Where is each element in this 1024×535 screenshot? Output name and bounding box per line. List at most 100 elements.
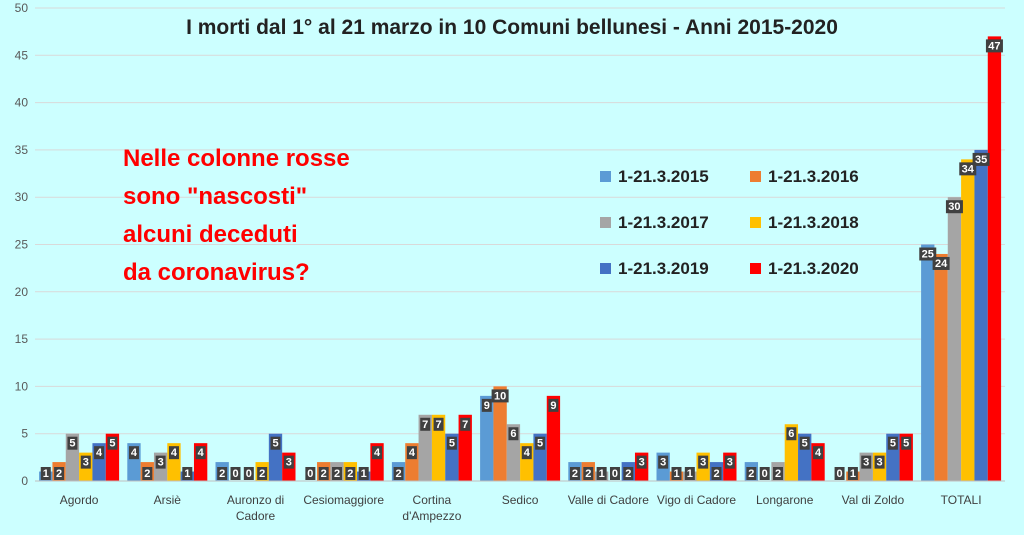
data-label-box xyxy=(243,467,254,480)
data-label-auronzo-di-cadore-1-21-3-2017: 0 xyxy=(246,468,252,480)
y-axis-ticks: 0 5 10 15 20 25 30 35 40 45 50 xyxy=(15,1,29,488)
data-label-box xyxy=(698,455,709,469)
bar-sedico-1-21-3-2020 xyxy=(546,395,561,481)
data-label-cortina-d-ampezzo-1-21-3-2018: 7 xyxy=(436,419,442,431)
data-label-box xyxy=(270,436,281,450)
data-label-box xyxy=(583,467,594,480)
data-label-valle-di-cadore-1-21-3-2018: 0 xyxy=(612,468,618,480)
legend-swatch-1-21-3-2016 xyxy=(750,171,761,182)
category-label-cortina-d-ampezzo: Cortina d'Ampezzo xyxy=(402,493,461,523)
data-label-box xyxy=(746,467,757,480)
data-label-box xyxy=(786,427,797,441)
data-label-box xyxy=(54,467,65,480)
data-label-cesiomaggiore-1-21-3-2020: 4 xyxy=(374,447,381,459)
legend-label-1-21-3-2020: 1-21.3.2020 xyxy=(768,259,859,278)
data-label-auronzo-di-cadore-1-21-3-2019: 5 xyxy=(272,438,278,450)
category-label-totali: TOTALI xyxy=(941,493,982,507)
legend-label-1-21-3-2016: 1-21.3.2016 xyxy=(768,167,859,186)
data-label-box xyxy=(813,446,824,460)
legend-swatch-1-21-3-2019 xyxy=(600,263,611,274)
data-label-box xyxy=(847,467,858,480)
data-label-box xyxy=(684,467,695,480)
data-label-arsie-1-21-3-2015: 4 xyxy=(131,447,138,459)
annotation-line: sono "nascosti" xyxy=(123,183,307,210)
data-label-box xyxy=(596,467,607,480)
data-label-box xyxy=(332,467,343,480)
data-label-valle-di-cadore-1-21-3-2019: 2 xyxy=(625,468,631,480)
data-label-cortina-d-ampezzo-1-21-3-2015: 2 xyxy=(396,468,402,480)
data-label-agordo-1-21-3-2020: 5 xyxy=(109,438,115,450)
data-label-box xyxy=(834,467,845,480)
category-label-longarone: Longarone xyxy=(756,493,814,507)
category-label-vigo-di-cadore: Vigo di Cadore xyxy=(657,493,736,507)
data-label-box xyxy=(128,446,139,460)
bar-totali-1-21-3-2019 xyxy=(974,149,988,481)
data-label-arsie-1-21-3-2017: 3 xyxy=(158,457,164,469)
chart-title: I morti dal 1° al 21 marzo in 10 Comuni … xyxy=(186,16,838,39)
y-tick-label: 50 xyxy=(15,1,29,15)
data-label-cortina-d-ampezzo-1-21-3-2017: 7 xyxy=(422,419,428,431)
data-label-box xyxy=(372,446,383,460)
data-label-box xyxy=(521,446,532,460)
category-label-arsie: Arsiè xyxy=(154,493,182,507)
data-label-box xyxy=(569,467,580,480)
data-label-auronzo-di-cadore-1-21-3-2016: 0 xyxy=(232,468,238,480)
data-label-longarone-1-21-3-2020: 4 xyxy=(815,447,822,459)
bar-cortina-d-ampezzo-1-21-3-2020 xyxy=(458,414,472,481)
data-label-box xyxy=(283,455,294,469)
data-label-box xyxy=(623,467,634,480)
category-label-auronzo-di-cadore: Auronzo di Cadore xyxy=(227,493,284,523)
y-tick-label: 45 xyxy=(15,48,29,62)
legend-swatch-1-21-3-2017 xyxy=(600,217,611,228)
y-tick-label: 40 xyxy=(15,96,29,110)
data-label-vigo-di-cadore-1-21-3-2020: 3 xyxy=(727,457,733,469)
data-label-box xyxy=(959,162,977,176)
data-label-box xyxy=(548,398,559,412)
legend-label-1-21-3-2019: 1-21.3.2019 xyxy=(618,259,709,278)
data-label-longarone-1-21-3-2015: 2 xyxy=(748,468,754,480)
data-label-arsie-1-21-3-2016: 2 xyxy=(144,468,150,480)
data-label-box xyxy=(230,467,241,480)
data-label-box xyxy=(358,467,369,480)
data-label-box xyxy=(724,455,735,469)
data-label-box xyxy=(972,152,990,166)
y-tick-label: 20 xyxy=(15,285,29,299)
bar-cortina-d-ampezzo-1-21-3-2018 xyxy=(431,414,446,481)
data-label-val-di-zoldo-1-21-3-2018: 3 xyxy=(877,457,883,469)
data-label-cesiomaggiore-1-21-3-2019: 1 xyxy=(361,468,367,480)
data-label-val-di-zoldo-1-21-3-2015: 0 xyxy=(837,468,843,480)
data-label-box xyxy=(345,467,356,480)
data-label-box xyxy=(80,455,91,469)
y-tick-label: 30 xyxy=(15,190,29,204)
category-label-cesiomaggiore: Cesiomaggiore xyxy=(303,493,384,507)
data-label-totali-1-21-3-2016: 24 xyxy=(935,258,948,270)
legend: 1-21.3.2015 1-21.3.2016 1-21.3.2017 1-21.3.… xyxy=(600,167,859,278)
data-label-box xyxy=(508,427,519,441)
data-label-sedico-1-21-3-2019: 5 xyxy=(537,438,543,450)
data-label-box xyxy=(535,436,546,450)
data-label-agordo-1-21-3-2019: 4 xyxy=(96,447,103,459)
legend-label-1-21-3-2015: 1-21.3.2015 xyxy=(618,167,709,186)
annotation-line: alcuni deceduti xyxy=(123,221,298,248)
data-label-box xyxy=(887,436,898,450)
data-label-vigo-di-cadore-1-21-3-2015: 3 xyxy=(660,457,666,469)
data-label-cesiomaggiore-1-21-3-2016: 2 xyxy=(321,468,327,480)
data-label-box xyxy=(168,446,179,460)
data-label-box xyxy=(491,389,509,403)
data-label-box xyxy=(142,467,153,480)
data-label-totali-1-21-3-2018: 34 xyxy=(962,163,975,175)
category-label-sedico: Sedico xyxy=(502,493,539,507)
data-label-box xyxy=(671,467,682,480)
bar-totali-1-21-3-2015 xyxy=(921,244,935,481)
data-label-totali-1-21-3-2020: 47 xyxy=(988,40,1000,52)
data-label-box xyxy=(393,467,404,480)
data-label-vigo-di-cadore-1-21-3-2018: 3 xyxy=(700,457,706,469)
data-label-box xyxy=(107,436,118,450)
data-label-sedico-1-21-3-2015: 9 xyxy=(484,400,490,412)
data-label-longarone-1-21-3-2017: 2 xyxy=(775,468,781,480)
y-tick-label: 10 xyxy=(15,379,29,393)
data-label-box xyxy=(799,436,810,450)
data-label-box xyxy=(67,436,78,450)
data-label-longarone-1-21-3-2018: 6 xyxy=(788,428,794,440)
